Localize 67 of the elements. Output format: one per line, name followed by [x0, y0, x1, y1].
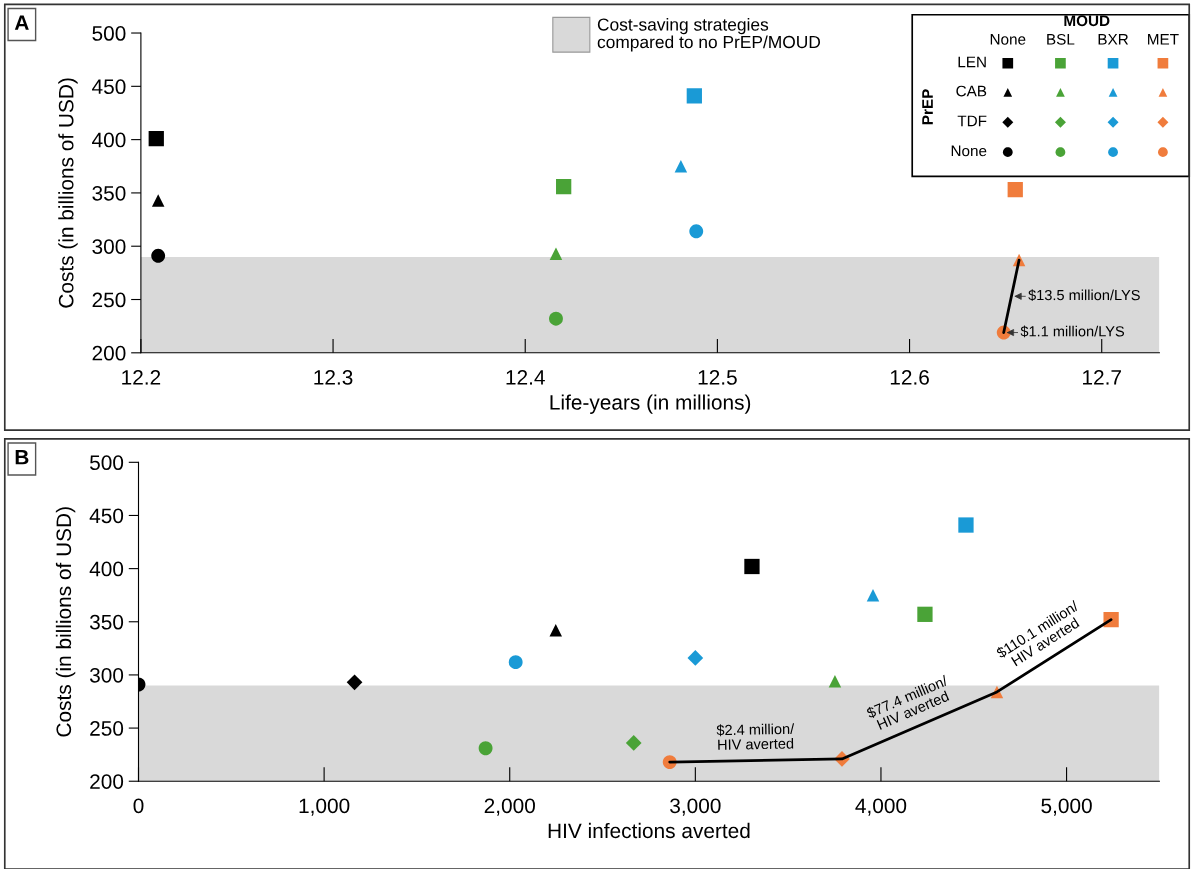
annotation: BSL [1047, 33, 1075, 45]
point [958, 517, 974, 533]
x-tick-label: 12.2 [122, 370, 161, 385]
point [686, 88, 702, 104]
x-tick-label: 5,000 [1041, 798, 1092, 816]
y-tick-label: 400 [92, 132, 126, 148]
chart-title: B [15, 450, 29, 465]
annotation: $1.1 million/LYS [1020, 325, 1125, 338]
point [151, 248, 166, 263]
annotation: $2.4 million/ HIV averted [716, 722, 795, 750]
point [508, 655, 523, 670]
point [674, 160, 688, 173]
point [549, 311, 563, 326]
y-tick-label: 450 [92, 79, 126, 95]
annotation: TDF [957, 115, 987, 127]
x-tick-label: 1,000 [299, 798, 350, 816]
x-tick-label: 3,000 [670, 798, 721, 816]
text: MOUD [1064, 15, 1110, 27]
y-tick-label: 500 [92, 26, 126, 41]
y-tick-label: 500 [90, 455, 124, 471]
x-tick-label: 4,000 [855, 798, 907, 816]
x-axis-title: Life-years (in millions) [550, 394, 751, 414]
point [346, 674, 363, 691]
legend-label: Cost-saving strategies compared to no PrEP/MOUD [597, 17, 821, 52]
x-tick-label: 0 [133, 798, 144, 814]
annotation: BXR [1098, 34, 1129, 45]
annotation: MET [1148, 34, 1179, 45]
x-tick-label: 2,000 [484, 798, 535, 816]
point [866, 588, 880, 602]
point [151, 194, 165, 207]
x-tick-label: 12.4 [506, 370, 545, 385]
annotation: PrEP [922, 89, 933, 125]
annotation: None [990, 34, 1026, 45]
point [828, 675, 842, 688]
annotation: None [951, 145, 987, 157]
chart-title: A [14, 15, 29, 30]
point [625, 735, 642, 751]
annotation: $13.5 million/LYS [1028, 289, 1140, 302]
point [917, 606, 933, 622]
point [689, 224, 704, 239]
point [1007, 182, 1023, 198]
annotation: CAB [956, 85, 987, 97]
y-tick-label: 350 [89, 614, 124, 630]
y-axis-title: Costs (in billions of USD) [55, 507, 76, 737]
y-tick-label: 300 [92, 239, 126, 254]
point [478, 741, 493, 756]
y-tick-label: 450 [89, 508, 124, 524]
y-tick-label: 200 [92, 345, 126, 361]
x-tick-label: 12.5 [698, 370, 737, 385]
point [549, 247, 563, 260]
point [687, 650, 704, 666]
y-tick-label: 250 [90, 721, 124, 736]
x-tick-label: 12.6 [890, 370, 929, 385]
x-axis-title: HIV infections averted [548, 822, 750, 839]
y-tick-label: 250 [92, 292, 126, 308]
annotation: LEN [958, 56, 986, 68]
x-tick-label: 12.7 [1083, 370, 1121, 385]
x-tick-label: 12.3 [314, 370, 353, 385]
y-axis-title: Costs (in billions of USD) [58, 78, 78, 308]
y-tick-label: 400 [89, 561, 124, 577]
y-tick-label: 300 [89, 667, 124, 683]
y-tick-label: 350 [92, 185, 126, 201]
point [148, 130, 164, 147]
y-tick-label: 200 [90, 774, 124, 789]
point [744, 558, 760, 575]
point [549, 624, 563, 637]
point [556, 178, 572, 195]
